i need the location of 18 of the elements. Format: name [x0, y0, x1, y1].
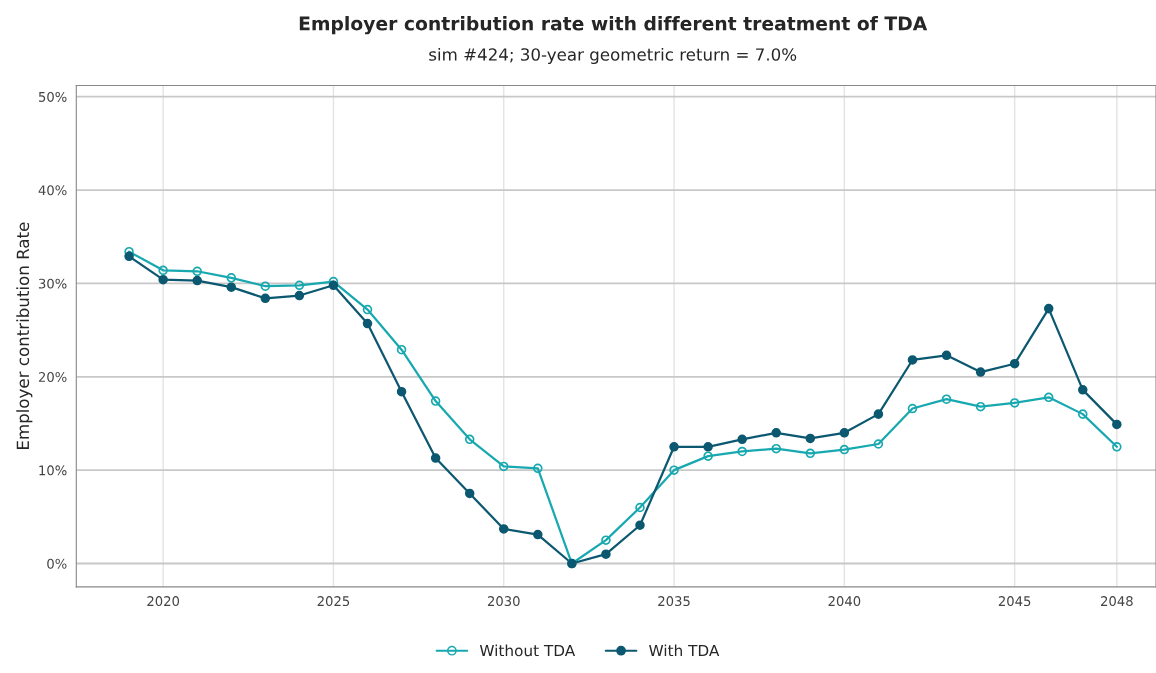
y-tick-label: 10% [39, 465, 67, 476]
legend-label: With TDA [649, 644, 720, 657]
legend-label: Without TDA [479, 644, 576, 657]
y-tick-label: 20% [38, 372, 67, 382]
x-tick-label: 2020 [147, 596, 180, 607]
y-tick-label: 30% [38, 278, 67, 289]
x-tick-label: 2040 [828, 596, 861, 607]
x-tick-label: 2048 [1101, 596, 1133, 607]
y-tick-label: 0% [47, 558, 67, 569]
chart-title: Employer contribution rate with different treatment of TDA [299, 16, 928, 35]
x-tick-label: 2030 [487, 596, 520, 607]
y-tick-label: 50% [38, 91, 67, 102]
y-tick-label: 40% [38, 185, 67, 196]
chart-subtitle: sim #424; 30-year geometric return = 7.0% [429, 47, 797, 65]
x-tick-label: 2045 [998, 596, 1031, 607]
x-tick-label: 2025 [317, 596, 350, 607]
y-axis-title: Employer contribution Rate [16, 222, 33, 450]
x-tick-label: 2035 [658, 596, 690, 607]
